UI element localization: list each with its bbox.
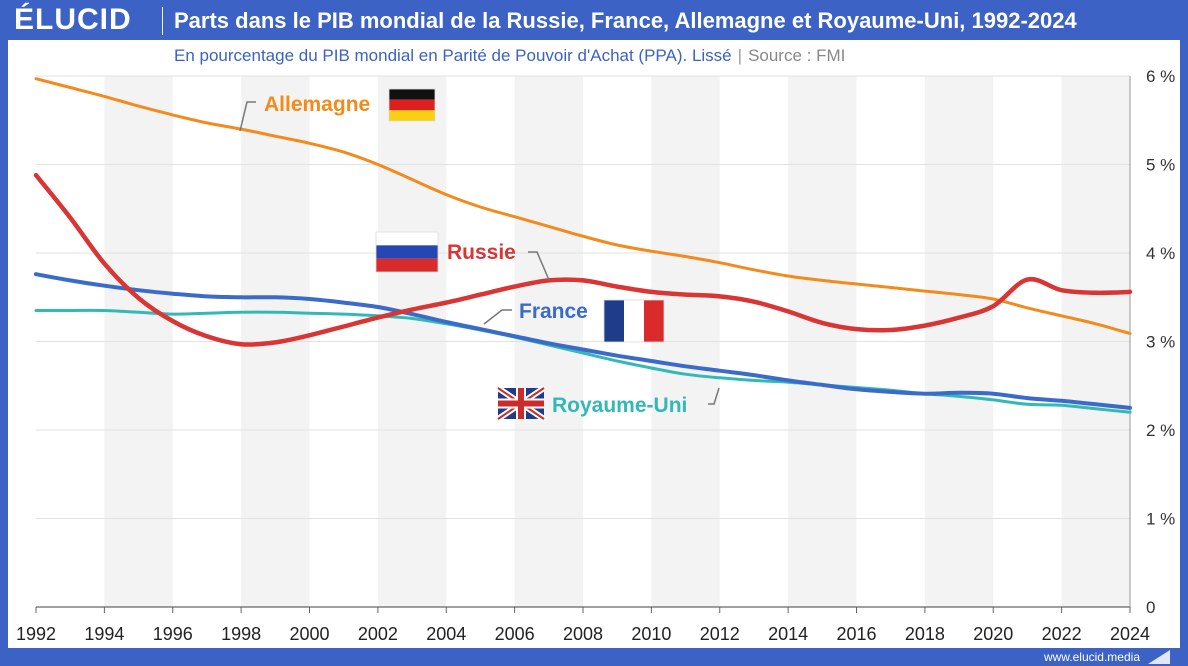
x-tick-label: 2016: [836, 624, 876, 644]
label-france: France: [519, 300, 588, 323]
uk-flag-icon: [496, 385, 546, 422]
y-tick-label: 6 %: [1146, 67, 1175, 86]
axes: 0 1 % 2 % 3 % 4 % 5 % 6 % 1992 1994 1996 1998 2000 2…: [16, 67, 1175, 644]
flag-stripe: [376, 232, 438, 246]
header-divider: [162, 7, 163, 35]
label-royaume-uni: Royaume-Uni: [552, 394, 687, 417]
series-line-france: [34, 272, 1132, 410]
leader-royaume-uni: [708, 387, 720, 405]
subtitle-separator: |: [737, 46, 743, 65]
leader-allemagne: [239, 101, 256, 132]
x-tick-label: 2022: [1042, 624, 1082, 644]
x-tick-label: 2010: [631, 624, 671, 644]
leader-russie: [528, 251, 550, 281]
logo: ÉLUCID: [14, 3, 132, 36]
chart-subtitle-line: En pourcentage du PIB mondial en Parité …: [174, 46, 845, 66]
flag-stripe: [624, 300, 644, 342]
flag-border: [375, 231, 439, 273]
y-tick-label: 2 %: [1146, 421, 1175, 440]
x-tick-label: 2006: [495, 624, 535, 644]
chart-source: Source : FMI: [748, 46, 846, 65]
series-lines: [33, 77, 1133, 414]
series-line-royaume-uni: [34, 308, 1132, 414]
series-line-allemagne: [34, 77, 1132, 335]
flag-cross-red: [498, 400, 544, 407]
label-russie: Russie: [447, 241, 516, 264]
x-tick-label: 1992: [16, 624, 56, 644]
x-tick-label: 1998: [221, 624, 261, 644]
x-tick-label: 1996: [153, 624, 193, 644]
elucid-mark-icon: [1148, 650, 1170, 664]
flag-stripe: [604, 300, 624, 342]
y-tick-label: 1 %: [1146, 510, 1175, 529]
footer-url[interactable]: www.elucid.media: [1043, 650, 1140, 664]
flag-stripe: [389, 110, 435, 121]
flag-stripe: [376, 245, 438, 259]
flag-stripe: [389, 89, 435, 100]
ru-flag-icon: [375, 231, 439, 273]
chart-subtitle: En pourcentage du PIB mondial en Parité …: [174, 46, 732, 65]
y-tick-label: 0: [1146, 598, 1155, 617]
series-labels: Allemagne Russie France Royaume-Uni: [239, 88, 720, 422]
x-tick-label: 2014: [768, 624, 808, 644]
x-tick-label: 2012: [700, 624, 740, 644]
flag-stripe: [644, 300, 664, 342]
flag-border: [603, 299, 665, 343]
flag-stripe: [376, 258, 438, 272]
y-tick-label: 3 %: [1146, 333, 1175, 352]
fr-flag-icon: [603, 299, 665, 343]
de-flag-icon: [388, 88, 436, 122]
chart-title: Parts dans le PIB mondial de la Russie, …: [174, 8, 1077, 33]
header-bar: ÉLUCID Parts dans le PIB mondial de la R…: [0, 0, 1188, 40]
flag-border: [388, 88, 436, 122]
leader-france: [483, 309, 512, 325]
x-tick-label: 2002: [358, 624, 398, 644]
y-tick-label: 5 %: [1146, 156, 1175, 175]
x-tick-label: 1994: [84, 624, 124, 644]
x-tick-label: 2018: [905, 624, 945, 644]
x-tick-label: 2008: [563, 624, 603, 644]
series-line-russie: [33, 172, 1133, 347]
x-tick-label: 2004: [426, 624, 466, 644]
x-tick-label: 2024: [1110, 624, 1150, 644]
x-tick-label: 2020: [973, 624, 1013, 644]
label-allemagne: Allemagne: [264, 93, 370, 116]
x-tick-label: 2000: [289, 624, 329, 644]
y-tick-label: 4 %: [1146, 244, 1175, 263]
flag-stripe: [389, 99, 435, 111]
